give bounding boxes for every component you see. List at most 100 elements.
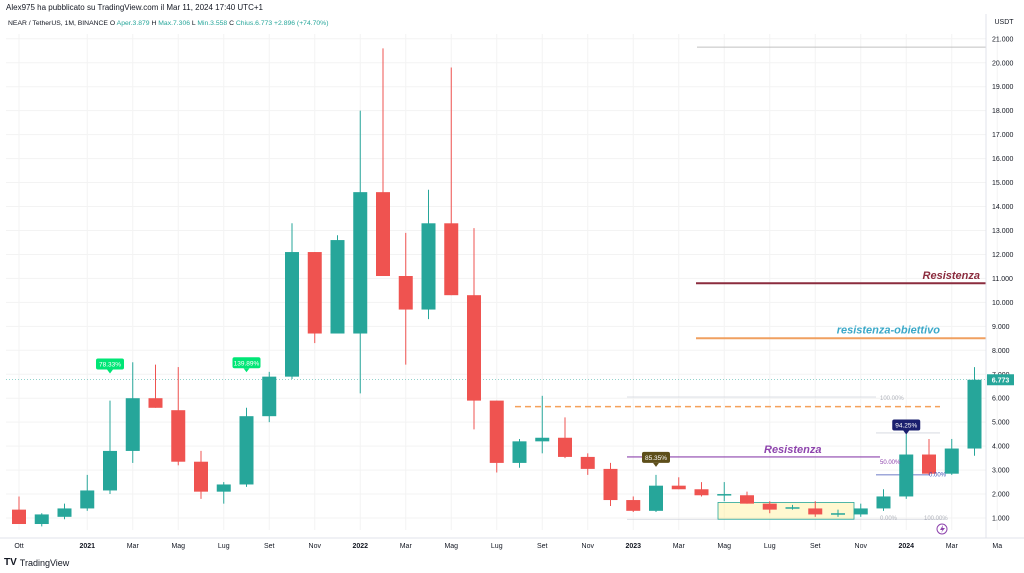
candle-body bbox=[853, 508, 868, 515]
candle-body bbox=[239, 416, 254, 485]
candle-body bbox=[922, 454, 936, 474]
y-tick-label: 1.000 bbox=[992, 516, 1010, 523]
y-tick-label: 4.000 bbox=[992, 444, 1010, 451]
candle-body bbox=[34, 514, 49, 525]
x-tick-label: Mar bbox=[946, 543, 959, 550]
candle-body bbox=[717, 494, 732, 496]
time-axis: Ott 2021 Mar Mag Lug Set Nov 2022 Mar Mag Lug Set No… bbox=[0, 537, 1024, 550]
footer: TV TradingView bbox=[4, 557, 69, 568]
brand-name: TradingView bbox=[19, 557, 70, 568]
candle-body bbox=[649, 485, 663, 511]
symbol-info-part: Aper.3.879 bbox=[115, 20, 150, 27]
percent-badge-label: 94.25% bbox=[895, 423, 917, 430]
x-tick-label: Mar bbox=[400, 543, 413, 550]
x-tick-label: Lug bbox=[218, 543, 230, 550]
candle-body bbox=[353, 192, 368, 334]
candle-body bbox=[603, 468, 618, 501]
candle-body bbox=[421, 223, 436, 310]
x-tick-label: Mag bbox=[717, 543, 731, 550]
candle-body bbox=[489, 400, 504, 463]
candle-body bbox=[558, 437, 572, 457]
x-tick-label: Nov bbox=[582, 543, 595, 550]
candle-body bbox=[831, 513, 845, 515]
lightning-icon bbox=[936, 523, 948, 535]
y-tick-label: 19.000 bbox=[992, 84, 1014, 91]
y-tick-label: 5.000 bbox=[992, 420, 1010, 427]
x-tick-label: Mar bbox=[127, 543, 140, 550]
x-tick-label: Ma bbox=[992, 543, 1002, 550]
symbol-info-part: O bbox=[108, 20, 115, 27]
y-tick-label: 3.000 bbox=[992, 468, 1010, 475]
candle-body bbox=[376, 192, 390, 277]
symbol-info-part: C bbox=[227, 20, 234, 27]
symbol-info: NEAR / TetherUS, 1M, BINANCE O Aper.3.87… bbox=[8, 20, 328, 27]
x-tick-label: Mag bbox=[171, 543, 185, 550]
symbol-info-part: H bbox=[150, 20, 157, 27]
candle-body bbox=[194, 461, 208, 492]
candle-body bbox=[467, 295, 481, 401]
y-tick-label: 16.000 bbox=[992, 156, 1014, 163]
lightning-bolt bbox=[940, 525, 945, 533]
fib-level-label: 0.00% bbox=[880, 516, 898, 522]
last-price-label: 6.773 bbox=[992, 377, 1010, 384]
fib-level-label: 50.00% bbox=[880, 460, 901, 466]
candle-body bbox=[398, 276, 413, 310]
symbol-info-part: Max.7.306 bbox=[156, 20, 190, 27]
chart-header: Alex975 ha pubblicato su TradingView.com… bbox=[6, 3, 263, 12]
x-tick-label: Mar bbox=[673, 543, 686, 550]
candle-body bbox=[444, 223, 459, 296]
symbol-info-part: NEAR / TetherUS, 1M, BINANCE bbox=[8, 20, 108, 27]
percent-badge-pointer bbox=[653, 462, 659, 467]
candle-body bbox=[671, 485, 686, 490]
x-tick-label: Lug bbox=[491, 543, 503, 550]
symbol-info-part: Min.3.558 bbox=[195, 20, 227, 27]
y-tick-label: 10.000 bbox=[992, 300, 1014, 307]
candle-body bbox=[148, 398, 163, 408]
candle-body bbox=[125, 398, 140, 451]
y-tick-label: 17.000 bbox=[992, 132, 1014, 139]
y-tick-label: 2.000 bbox=[992, 492, 1010, 499]
candle-body bbox=[762, 503, 777, 510]
candle-body bbox=[785, 507, 800, 509]
percent-badge-pointer bbox=[903, 430, 910, 435]
y-tick-label: 6.000 bbox=[992, 396, 1010, 403]
resistance-label: Resistenza bbox=[923, 270, 980, 282]
symbol-info-line: NEAR / TetherUS, 1M, BINANCE O Aper.3.87… bbox=[8, 20, 328, 27]
fib-level-label: 100.00% bbox=[924, 516, 948, 522]
percent-badge bbox=[642, 451, 670, 463]
y-tick-label: 13.000 bbox=[992, 228, 1014, 235]
candle-body bbox=[512, 441, 527, 463]
y-tick-label: 9.000 bbox=[992, 324, 1010, 331]
percent-badge-label: 78.33% bbox=[99, 361, 121, 368]
candle-body bbox=[626, 500, 641, 511]
published-line: Alex975 ha pubblicato su TradingView.com… bbox=[6, 3, 263, 12]
labels: Resistenza resistenza-obiettivo Resistenza… bbox=[96, 270, 980, 535]
candle-body bbox=[808, 508, 823, 515]
x-tick-label: Lug bbox=[764, 543, 776, 550]
currency-label: USDT bbox=[994, 19, 1014, 26]
x-tick-label: 2022 bbox=[352, 543, 368, 550]
candle-body bbox=[967, 379, 982, 449]
percent-badge-pointer bbox=[107, 369, 113, 374]
candle-body bbox=[330, 240, 345, 334]
candle-body bbox=[285, 252, 299, 377]
candles bbox=[12, 48, 982, 527]
candle-body bbox=[262, 376, 277, 417]
symbol-info-part: L bbox=[190, 20, 196, 27]
candle-body bbox=[57, 508, 72, 517]
candle-body bbox=[307, 252, 322, 334]
candle-body bbox=[12, 509, 26, 525]
x-tick-label: 2021 bbox=[79, 543, 95, 550]
target-resistance-label: resistenza-obiettivo bbox=[837, 324, 941, 336]
fib-level-label: 0.00% bbox=[929, 473, 947, 479]
candle-body bbox=[694, 489, 709, 496]
candle-body bbox=[740, 495, 754, 504]
candle-body bbox=[80, 490, 95, 509]
candle-body bbox=[580, 456, 595, 469]
candle-body bbox=[944, 448, 959, 474]
y-tick-label: 11.000 bbox=[992, 276, 1013, 283]
candle-body bbox=[899, 454, 914, 497]
price-axis: USDT1.0002.0003.0004.0005.0006.0007.0008… bbox=[985, 14, 1014, 538]
y-tick-label: 15.000 bbox=[992, 180, 1014, 187]
